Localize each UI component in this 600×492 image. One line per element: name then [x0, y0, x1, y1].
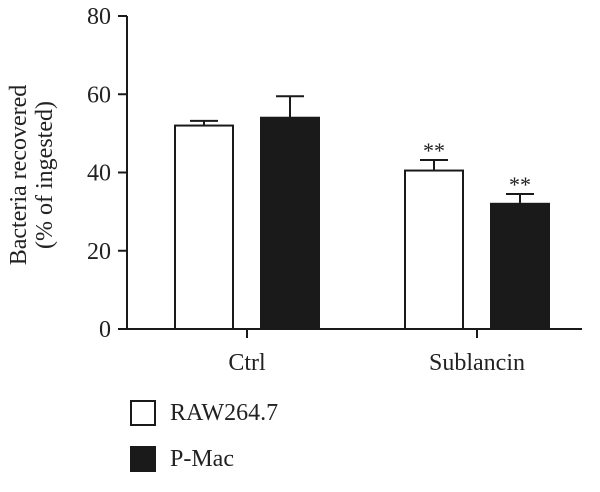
legend-label-raw264: RAW264.7 [170, 399, 279, 426]
y-tick-label-0: 0 [99, 317, 111, 343]
bar-1-0 [260, 116, 320, 330]
bars: ** ** [174, 95, 550, 330]
bar-0-1 [404, 169, 464, 330]
legend-swatch-raw264 [130, 400, 156, 426]
legend: RAW264.7 P-Mac [130, 400, 278, 492]
legend-item-pmac: P-Mac [130, 446, 278, 472]
bar-0-0 [174, 124, 234, 330]
y-tick-label-40: 40 [87, 161, 111, 187]
bar-1-1 [490, 202, 550, 330]
significance-label-1-1: ** [509, 172, 531, 197]
y-axis-label-line-2: (% of ingested) [32, 101, 58, 249]
x-tick-label-1: Sublancin [429, 350, 525, 376]
legend-swatch-pmac [130, 446, 156, 472]
y-axis-label: Bacteria recovered (% of ingested) [6, 85, 58, 266]
y-tick-label-80: 80 [87, 4, 111, 30]
legend-label-pmac: P-Mac [170, 445, 234, 472]
legend-item-raw264: RAW264.7 [130, 400, 278, 426]
y-axis-label-line-1: Bacteria recovered [6, 85, 32, 266]
significance-label-0-1: ** [423, 138, 445, 163]
x-tick-label-0: Ctrl [228, 350, 266, 376]
y-tick-label-20: 20 [87, 239, 111, 265]
bar-chart: Bacteria recovered (% of ingested) 0 20 40… [6, 4, 582, 376]
y-tick-label-60: 60 [87, 82, 111, 108]
axes: 0 20 40 60 80 Ctrl Sublancin [87, 4, 582, 376]
